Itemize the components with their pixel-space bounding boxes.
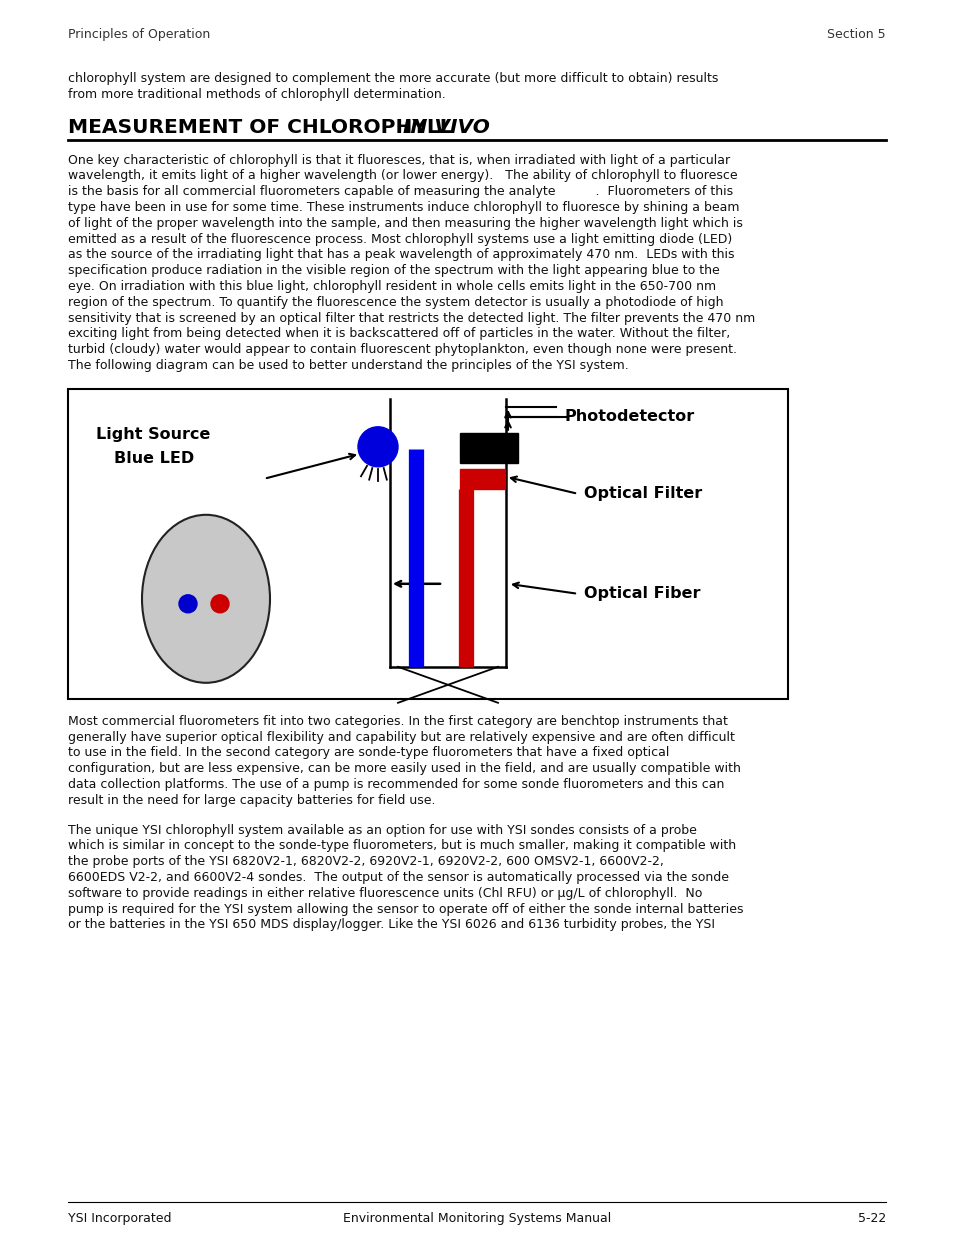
Text: Optical Filter: Optical Filter — [583, 487, 701, 501]
Text: result in the need for large capacity batteries for field use.: result in the need for large capacity ba… — [68, 794, 435, 806]
Text: configuration, but are less expensive, can be more easily used in the field, and: configuration, but are less expensive, c… — [68, 762, 740, 776]
Text: wavelength, it emits light of a higher wavelength (or lower energy).   The abili: wavelength, it emits light of a higher w… — [68, 169, 737, 183]
Text: which is similar in concept to the sonde-type fluorometers, but is much smaller,: which is similar in concept to the sonde… — [68, 840, 736, 852]
Text: from more traditional methods of chlorophyll determination.: from more traditional methods of chlorop… — [68, 88, 445, 101]
Text: or the batteries in the YSI 650 MDS display/logger. Like the YSI 6026 and 6136 t: or the batteries in the YSI 650 MDS disp… — [68, 919, 714, 931]
Text: as the source of the irradiating light that has a peak wavelength of approximate: as the source of the irradiating light t… — [68, 248, 734, 262]
Text: Section 5: Section 5 — [826, 28, 885, 41]
Text: data collection platforms. The use of a pump is recommended for some sonde fluor: data collection platforms. The use of a … — [68, 778, 723, 790]
Text: Optical Fiber: Optical Fiber — [583, 587, 700, 601]
Text: specification produce radiation in the visible region of the spectrum with the l: specification produce radiation in the v… — [68, 264, 719, 277]
Text: of light of the proper wavelength into the sample, and then measuring the higher: of light of the proper wavelength into t… — [68, 217, 742, 230]
Text: to use in the field. In the second category are sonde-type fluorometers that hav: to use in the field. In the second categ… — [68, 746, 669, 760]
Text: IN VIVO: IN VIVO — [402, 117, 489, 137]
Text: Principles of Operation: Principles of Operation — [68, 28, 210, 41]
Bar — [459, 469, 504, 489]
Circle shape — [357, 427, 397, 467]
Text: Most commercial fluorometers fit into two categories. In the first category are : Most commercial fluorometers fit into tw… — [68, 715, 727, 727]
Text: exciting light from being detected when it is backscattered off of particles in : exciting light from being detected when … — [68, 327, 729, 341]
Text: turbid (cloudy) water would appear to contain fluorescent phytoplankton, even th: turbid (cloudy) water would appear to co… — [68, 343, 737, 356]
Circle shape — [211, 595, 229, 613]
Text: 6600EDS V2-2, and 6600V2-4 sondes.  The output of the sensor is automatically pr: 6600EDS V2-2, and 6600V2-4 sondes. The o… — [68, 871, 728, 884]
Text: is the basis for all commercial fluorometers capable of measuring the analyte   : is the basis for all commercial fluorome… — [68, 185, 732, 198]
Text: YSI Incorporated: YSI Incorporated — [68, 1212, 172, 1225]
Text: eye. On irradiation with this blue light, chlorophyll resident in whole cells em: eye. On irradiation with this blue light… — [68, 280, 716, 293]
Ellipse shape — [142, 515, 270, 683]
Text: pump is required for the YSI system allowing the sensor to operate off of either: pump is required for the YSI system allo… — [68, 903, 742, 915]
Text: region of the spectrum. To quantify the fluorescence the system detector is usua: region of the spectrum. To quantify the … — [68, 296, 722, 309]
Bar — [68, 389, 787, 699]
Text: chlorophyll system are designed to complement the more accurate (but more diffic: chlorophyll system are designed to compl… — [68, 72, 718, 85]
Text: sensitivity that is screened by an optical filter that restricts the detected li: sensitivity that is screened by an optic… — [68, 311, 755, 325]
Text: 5-22: 5-22 — [857, 1212, 885, 1225]
Bar — [459, 432, 517, 463]
Text: the probe ports of the YSI 6820V2-1, 6820V2-2, 6920V2-1, 6920V2-2, 600 OMSV2-1, : the probe ports of the YSI 6820V2-1, 682… — [68, 855, 663, 868]
Text: type have been in use for some time. These instruments induce chlorophyll to flu: type have been in use for some time. The… — [68, 201, 739, 214]
Text: generally have superior optical flexibility and capability but are relatively ex: generally have superior optical flexibil… — [68, 731, 734, 743]
Text: Blue LED: Blue LED — [113, 451, 194, 466]
Text: MEASUREMENT OF CHLOROPHYLL: MEASUREMENT OF CHLOROPHYLL — [68, 117, 459, 137]
Text: The unique YSI chlorophyll system available as an option for use with YSI sondes: The unique YSI chlorophyll system availa… — [68, 824, 696, 836]
Text: Environmental Monitoring Systems Manual: Environmental Monitoring Systems Manual — [342, 1212, 611, 1225]
Circle shape — [179, 595, 196, 613]
Text: Light Source: Light Source — [96, 427, 211, 442]
Text: software to provide readings in either relative fluorescence units (Chl RFU) or : software to provide readings in either r… — [68, 887, 701, 900]
Text: emitted as a result of the fluorescence process. Most chlorophyll systems use a : emitted as a result of the fluorescence … — [68, 232, 732, 246]
Text: The following diagram can be used to better understand the principles of the YSI: The following diagram can be used to bet… — [68, 359, 628, 372]
Text: Photodetector: Photodetector — [564, 409, 695, 425]
Text: One key characteristic of chlorophyll is that it fluoresces, that is, when irrad: One key characteristic of chlorophyll is… — [68, 153, 729, 167]
